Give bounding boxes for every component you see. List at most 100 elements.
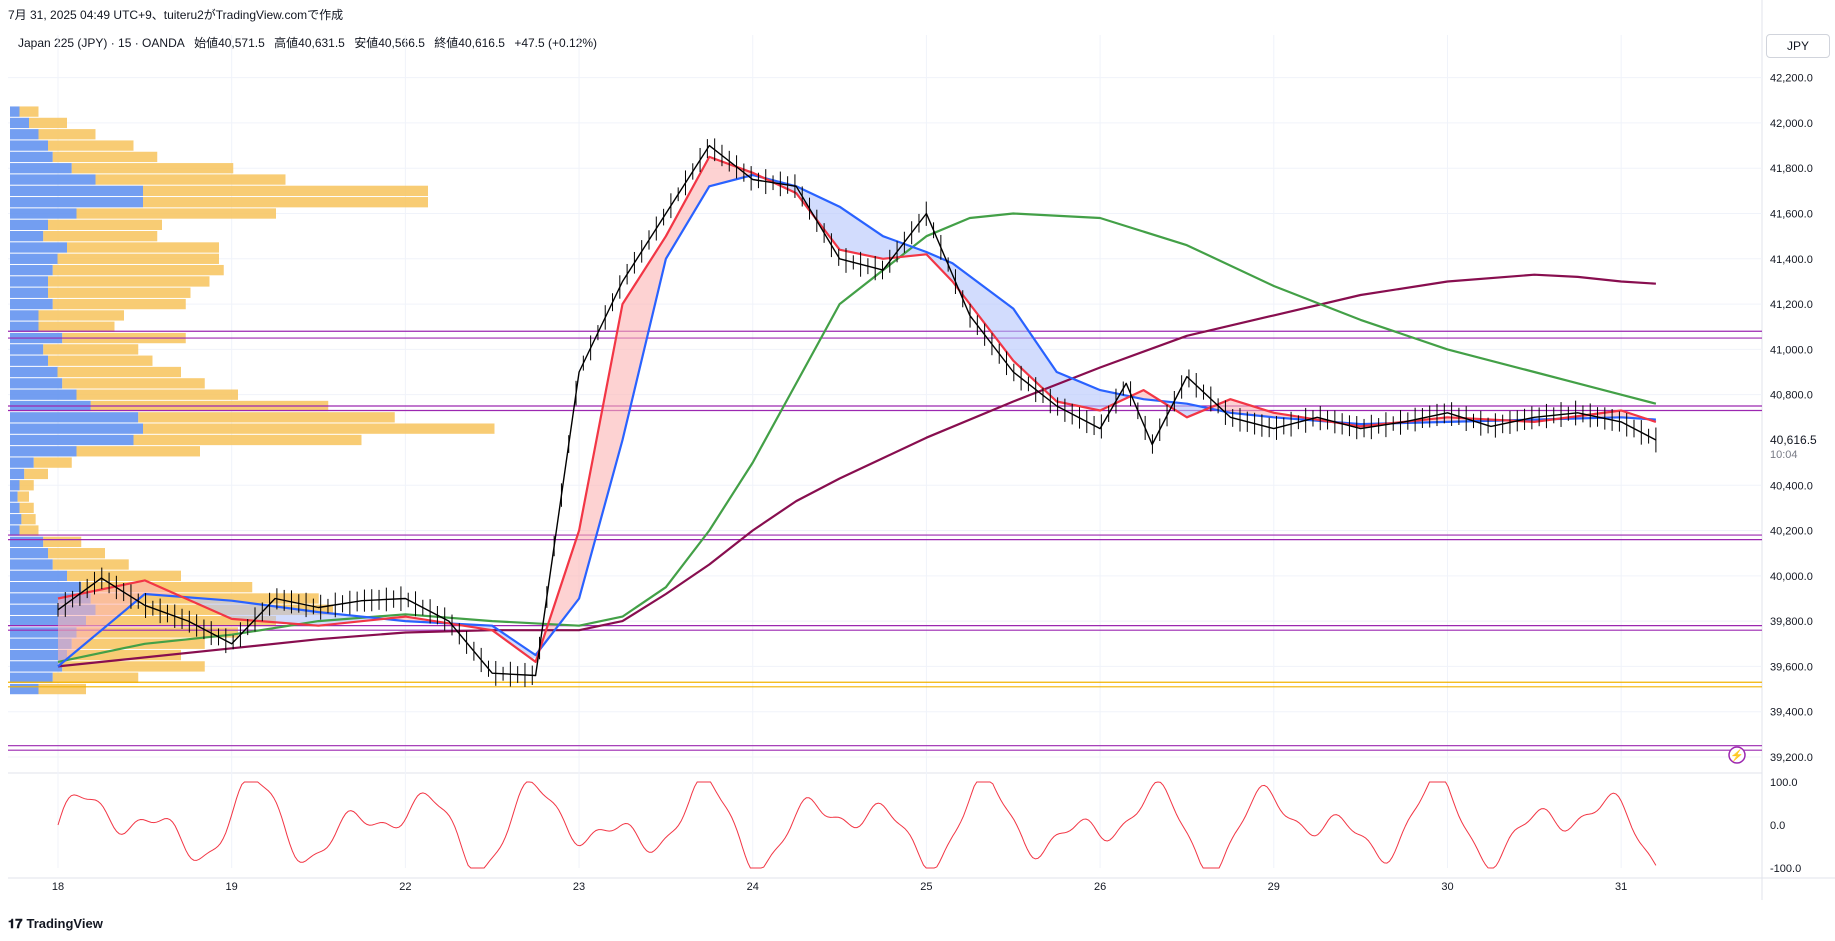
time-axis[interactable]: 18 19 22 23 24 25 26 29 30 31 [52,881,1627,893]
volume-bar-up [10,446,77,457]
moving-average-line [57,273,1656,668]
volume-bar-up [10,106,20,117]
alert-icon[interactable]: ⚡ [1728,746,1746,764]
volume-bar-up [10,117,29,129]
volume-bar-up [10,129,39,140]
currency-button[interactable]: JPY [1766,34,1830,58]
cloud-segment [1133,390,1166,405]
volume-bar-down [133,434,362,446]
horizontal-levels [8,330,1762,751]
price-line [57,138,1657,687]
time-tick-label: 19 [226,881,238,893]
volume-bar-up [10,661,63,672]
volume-bar-up [10,197,143,208]
volume-bar-down [143,423,495,434]
oscillator-pane [57,781,1657,869]
volume-bar-up [10,242,67,253]
volume-bar-down [71,638,205,649]
volume-bar-down [52,559,129,570]
volume-bar-down [48,276,210,287]
price-tick-label: 39,800.0 [1770,616,1813,628]
volume-bar-down [76,627,238,638]
volume-bar-down [19,502,34,514]
time-tick-label: 26 [1094,881,1106,893]
volume-bar-up [10,525,20,536]
price-tick-label: 40,800.0 [1770,390,1813,402]
volume-bar-up [10,298,53,310]
last-price-value: 40,616.5 [1770,433,1817,447]
volume-bar-up [10,570,67,581]
symbol-legend: Japan 225 (JPY) · 15 · OANDA 始値40,571.5 … [18,34,603,51]
volume-bar-down [76,389,238,400]
volume-bar-down [19,106,39,117]
volume-bar-up [10,310,39,321]
osc-tick-label: -100.0 [1770,863,1801,875]
volume-bar-up [10,355,48,366]
moving-averages [57,155,1657,668]
tradingview-logo[interactable]: 𝟏𝟕 TradingView [8,916,103,932]
volume-bar-down [48,287,191,298]
cloud-segment [1213,399,1337,423]
volume-bar-up [10,151,53,163]
volume-bar-down [52,298,186,310]
svg-text:⚡: ⚡ [1730,749,1744,762]
volume-bar-down [76,446,200,457]
time-tick-label: 22 [399,881,411,893]
volume-bar-down [48,140,134,151]
brand-label: TradingView [26,916,103,931]
volume-bar-down [67,242,219,253]
volume-bar-down [38,683,86,695]
volume-bar-up [10,593,91,604]
volume-bar-up [10,604,96,615]
volume-bar-up [10,276,48,287]
volume-bar-down [71,163,234,174]
time-tick-label: 29 [1268,881,1280,893]
price-tick-label: 39,600.0 [1770,661,1813,673]
volume-bar-up [10,366,58,378]
volume-bar-up [10,412,139,423]
volume-bar-up [10,423,143,434]
time-tick-label: 25 [920,881,932,893]
time-tick-label: 30 [1441,881,1453,893]
ohlc-change: +47.5 (+0.12%) [514,36,598,50]
volume-bar-down [86,615,276,627]
symbol-title[interactable]: Japan 225 (JPY) · 15 · OANDA [18,36,185,50]
ohlc-close: 終値40,616.5 [434,36,505,50]
volume-bar-down [62,661,205,672]
osc-tick-label: 0.0 [1770,820,1785,832]
volume-bar-up [10,378,63,389]
price-axis[interactable]: 42,200.0 42,000.0 41,800.0 41,600.0 41,400.0… [1770,73,1813,875]
price-tick-label: 41,200.0 [1770,299,1813,311]
moving-average-line [57,155,1657,663]
volume-bar-down [81,582,253,593]
cloud-segment [58,580,186,667]
volume-bar-up [10,480,20,491]
volume-bar-down [52,151,158,163]
volume-bar-up [10,514,22,525]
moving-average-line [57,212,1657,663]
volume-bar-up [10,163,72,174]
volume-bar-up [10,253,58,264]
price-tick-label: 42,200.0 [1770,73,1813,85]
volume-bar-up [10,548,48,559]
volume-bar-down [48,219,162,230]
oscillator-line [57,781,1657,869]
volume-profile [10,106,495,695]
volume-bar-down [17,491,29,502]
volume-bar-up [10,434,134,446]
volume-bar-down [38,129,96,140]
price-tick-label: 42,000.0 [1770,118,1813,130]
price-tick-label: 39,200.0 [1770,752,1813,764]
volume-bar-down [143,185,428,197]
volume-bar-up [10,185,143,197]
volume-bar-down [21,514,36,525]
volume-bar-up [10,582,82,593]
time-tick-label: 24 [747,881,759,893]
volume-bar-up [10,649,67,661]
volume-bar-down [33,457,72,468]
volume-bar-up [10,389,77,400]
volume-bar-down [52,264,224,276]
volume-bar-down [143,197,428,208]
volume-bar-down [29,117,67,129]
